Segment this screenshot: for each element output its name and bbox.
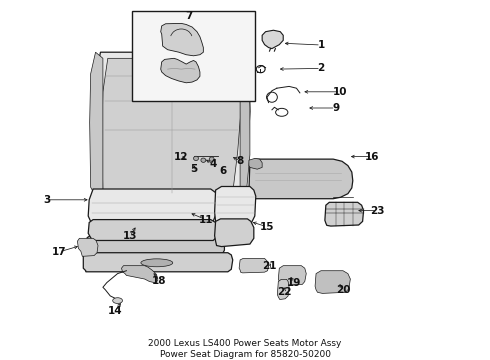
Polygon shape: [277, 279, 289, 300]
Text: 20: 20: [336, 285, 350, 295]
Ellipse shape: [209, 157, 214, 161]
Text: 5: 5: [190, 164, 197, 174]
Text: 9: 9: [332, 103, 339, 113]
Polygon shape: [325, 202, 364, 226]
Ellipse shape: [194, 156, 198, 161]
Polygon shape: [249, 158, 262, 169]
Polygon shape: [88, 220, 218, 240]
Polygon shape: [102, 58, 241, 197]
Polygon shape: [77, 238, 98, 256]
Text: 2000 Lexus LS400 Power Seats Motor Assy
Power Seat Diagram for 85820-50200: 2000 Lexus LS400 Power Seats Motor Assy …: [148, 339, 342, 359]
Text: 6: 6: [220, 166, 226, 176]
Polygon shape: [90, 52, 103, 196]
Polygon shape: [93, 52, 250, 202]
Polygon shape: [240, 55, 250, 196]
Text: 22: 22: [277, 287, 292, 297]
Polygon shape: [86, 234, 224, 260]
Text: 14: 14: [108, 306, 122, 316]
Polygon shape: [83, 253, 233, 272]
Text: 16: 16: [365, 152, 380, 162]
Polygon shape: [161, 58, 200, 83]
Polygon shape: [262, 30, 283, 49]
Ellipse shape: [141, 259, 172, 267]
Text: 2: 2: [318, 63, 324, 73]
Text: 19: 19: [287, 278, 301, 288]
Text: 21: 21: [262, 261, 277, 271]
Polygon shape: [249, 159, 353, 199]
Polygon shape: [161, 23, 203, 56]
Text: 13: 13: [122, 231, 137, 241]
Polygon shape: [122, 266, 158, 283]
Text: 8: 8: [237, 156, 244, 166]
Bar: [132, 11, 255, 101]
Text: 23: 23: [370, 206, 385, 216]
Text: 7: 7: [185, 11, 193, 21]
Text: 11: 11: [198, 215, 213, 225]
Ellipse shape: [201, 158, 206, 162]
Polygon shape: [133, 21, 194, 50]
Text: 12: 12: [174, 152, 189, 162]
Polygon shape: [215, 219, 254, 247]
Polygon shape: [239, 258, 269, 273]
Polygon shape: [88, 189, 218, 226]
Text: 18: 18: [152, 276, 167, 286]
Text: 17: 17: [51, 247, 66, 257]
Polygon shape: [278, 266, 306, 285]
Text: 4: 4: [209, 159, 217, 169]
Text: 15: 15: [260, 222, 274, 232]
Polygon shape: [215, 186, 256, 226]
Polygon shape: [315, 271, 350, 293]
Ellipse shape: [113, 298, 122, 303]
Text: 1: 1: [318, 40, 324, 50]
Text: 10: 10: [333, 87, 348, 97]
Text: 3: 3: [43, 195, 50, 205]
